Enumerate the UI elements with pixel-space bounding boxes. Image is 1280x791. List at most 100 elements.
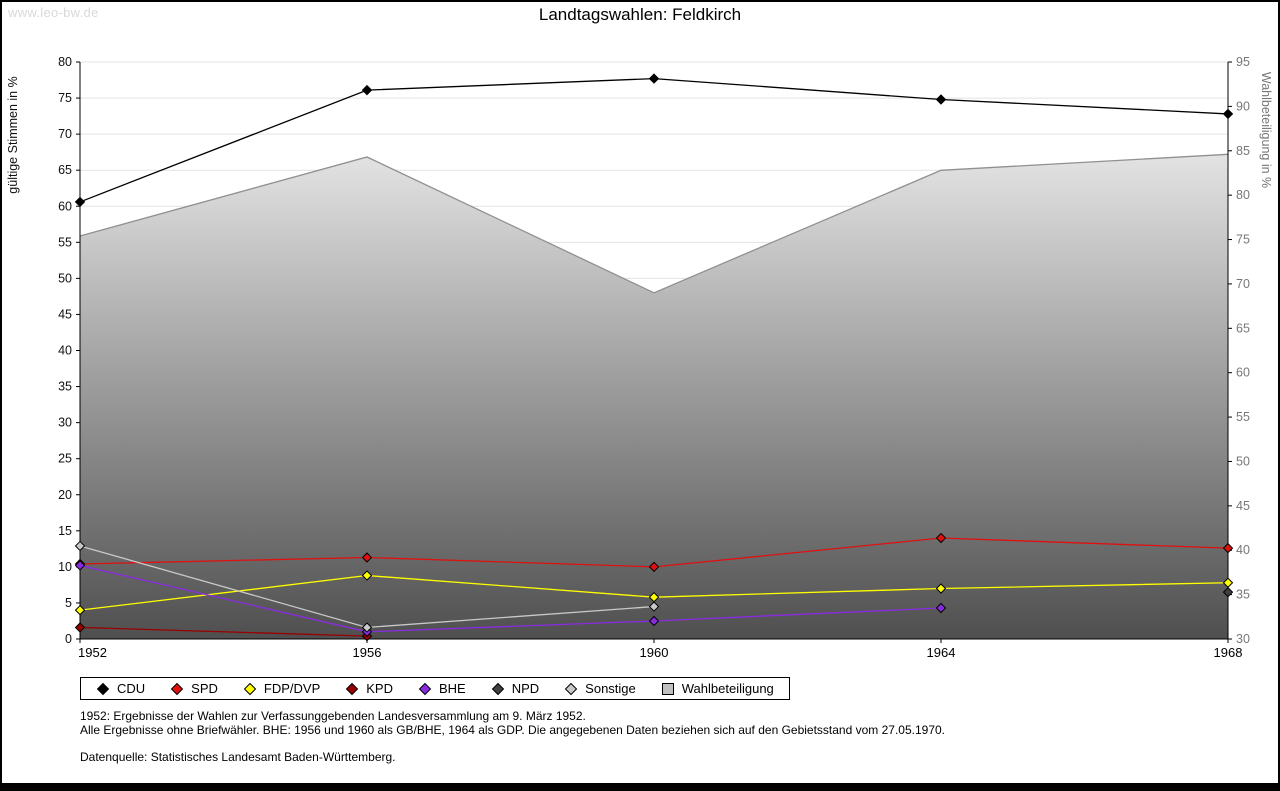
diamond-marker-icon (96, 682, 110, 695)
data-point-marker (935, 583, 947, 594)
svg-text:15: 15 (58, 524, 72, 538)
election-line-chart: 0 5 10 15 20 25 30 35 40 45 50 55 60 65 70 75 80 30 35 40 45… (6, 55, 1273, 660)
data-point-marker (648, 73, 660, 84)
legend-label: KPD (366, 681, 393, 696)
footnotes: 1952: Ergebnisse der Wahlen zur Verfassu… (80, 709, 946, 765)
diamond-marker-icon (491, 682, 504, 695)
watermark: www.leo-bw.de (8, 5, 99, 20)
svg-text:65: 65 (1236, 321, 1250, 335)
diamond-marker-icon (564, 682, 578, 695)
legend-item-cdu: CDU (96, 681, 145, 696)
legend-item-kpd: KPD (345, 681, 393, 696)
svg-text:30: 30 (58, 416, 72, 430)
data-point-marker (74, 604, 86, 616)
chart-legend: CDU SPD FDP/DVP KPD BHE NPD Sonstige Wahlbeteil… (80, 677, 790, 700)
data-point-marker (361, 570, 373, 581)
svg-text:1964: 1964 (927, 645, 956, 660)
data-point-marker (74, 560, 86, 571)
svg-text:1968: 1968 (1214, 645, 1243, 660)
svg-text:70: 70 (58, 127, 72, 141)
data-point-marker (361, 552, 373, 563)
footnote-line-1: 1952: Ergebnisse der Wahlen zur Verfassu… (80, 709, 586, 723)
data-point-marker (361, 622, 373, 633)
svg-text:80: 80 (1236, 188, 1250, 202)
legend-label: SPD (191, 681, 218, 696)
series-npd (1222, 586, 1234, 598)
turnout-area (79, 153, 1229, 639)
legend-item-wahlbeteiligung: Wahlbeteiligung (661, 681, 774, 696)
legend-label: NPD (511, 681, 540, 696)
svg-text:80: 80 (58, 55, 72, 69)
legend-label: CDU (117, 681, 146, 696)
svg-text:95: 95 (1236, 55, 1250, 69)
right-axis-ticks: 30 35 40 45 50 55 60 65 70 75 80 85 90 95 (1228, 55, 1250, 646)
series-cdu (74, 73, 1234, 208)
legend-label: Wahlbeteiligung (681, 681, 774, 696)
legend-item-fdp-dvp: FDP/DVP (243, 681, 320, 696)
data-point-marker (1222, 108, 1234, 120)
series-sonstige (74, 540, 660, 633)
diamond-marker-icon (170, 682, 184, 695)
svg-text:40: 40 (1236, 543, 1250, 557)
data-point-marker (648, 615, 660, 627)
data-point-marker (361, 84, 373, 96)
legend-label: Sonstige (585, 681, 636, 696)
footnote-source: Datenquelle: Statistisches Landesamt Bad… (80, 750, 396, 764)
page-title: Landtagswahlen: Feldkirch (538, 5, 742, 24)
data-point-marker (648, 561, 660, 573)
svg-text:45: 45 (1236, 499, 1250, 513)
footnote-line-2: Alle Ergebnisse ohne Briefwähler. BHE: 1… (80, 722, 946, 737)
svg-text:30: 30 (1236, 632, 1250, 646)
svg-text:75: 75 (1236, 233, 1250, 247)
svg-text:90: 90 (1236, 99, 1250, 113)
svg-text:60: 60 (58, 199, 72, 213)
svg-text:55: 55 (1236, 410, 1250, 424)
data-point-marker (935, 532, 947, 544)
data-point-marker (1222, 586, 1234, 598)
svg-text:10: 10 (58, 560, 72, 574)
svg-text:55: 55 (58, 235, 72, 249)
data-point-marker (74, 196, 86, 208)
svg-text:60: 60 (1236, 366, 1250, 380)
svg-text:45: 45 (58, 307, 72, 321)
data-point-marker (74, 540, 86, 552)
legend-item-npd: NPD (491, 681, 539, 696)
svg-text:35: 35 (58, 380, 72, 394)
left-axis-title: gültige Stimmen in % (6, 76, 20, 193)
data-point-marker (1222, 542, 1234, 554)
svg-text:1952: 1952 (78, 645, 107, 660)
footnote-spacer (80, 737, 945, 751)
svg-text:85: 85 (1236, 144, 1250, 158)
legend-item-bhe: BHE (418, 681, 466, 696)
svg-text:5: 5 (65, 596, 72, 610)
data-point-marker (935, 602, 947, 614)
svg-text:50: 50 (58, 271, 72, 285)
data-point-marker (74, 622, 86, 633)
svg-text:1960: 1960 (640, 645, 669, 660)
diamond-marker-icon (243, 682, 257, 695)
data-point-marker (935, 94, 947, 105)
svg-text:1956: 1956 (353, 645, 382, 660)
legend-label: BHE (438, 681, 466, 696)
diamond-marker-icon (346, 682, 359, 695)
svg-text:35: 35 (1236, 588, 1250, 602)
svg-text:0: 0 (65, 632, 72, 646)
x-axis-ticks: 1952 1956 1960 1964 1968 (78, 639, 1242, 660)
svg-text:20: 20 (58, 488, 72, 502)
svg-text:40: 40 (58, 344, 72, 358)
left-axis-ticks: 0 5 10 15 20 25 30 35 40 45 50 55 60 65 70 75 80 (58, 55, 80, 646)
svg-text:75: 75 (58, 91, 72, 105)
svg-text:65: 65 (58, 163, 72, 177)
square-marker-icon (661, 682, 674, 695)
data-point-marker (648, 601, 660, 612)
svg-text:70: 70 (1236, 277, 1250, 291)
svg-text:25: 25 (58, 452, 72, 466)
legend-item-spd: SPD (170, 681, 218, 696)
diamond-marker-icon (418, 682, 432, 695)
legend-label: FDP/DVP (263, 681, 321, 696)
svg-text:50: 50 (1236, 454, 1250, 468)
legend-item-sonstige: Sonstige (564, 681, 636, 696)
right-axis-title: Wahlbeteiligung in % (1259, 72, 1273, 188)
series-fdp-dvp (74, 570, 1234, 616)
